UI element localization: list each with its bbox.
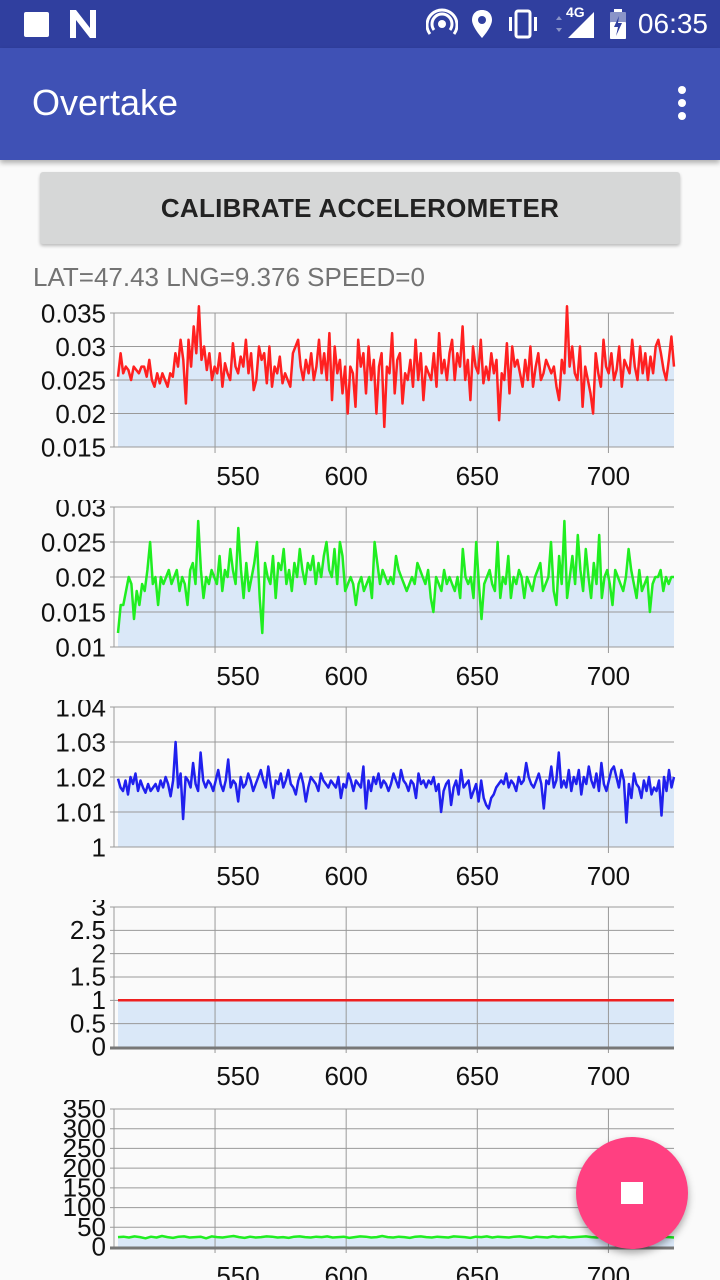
x-tick-label: 650 xyxy=(456,1061,499,1091)
y-tick-label: 0.025 xyxy=(41,365,106,395)
x-tick-label: 650 xyxy=(456,861,499,891)
y-tick-label: 0.02 xyxy=(55,562,106,592)
chart-svg: 1.04 1.03 1.02 1.01 1 550 600 650 700 xyxy=(55,700,676,891)
series-line xyxy=(117,1233,675,1240)
x-tick-label: 550 xyxy=(216,861,259,891)
clock: 06:35 xyxy=(637,8,708,39)
overflow-menu-icon[interactable] xyxy=(674,86,690,126)
x-tick-label: 700 xyxy=(587,1061,630,1091)
chart-svg: 0.035 0.030.025 0.020.015 550 600 650 700 xyxy=(41,300,676,491)
y-tick-label: 0 xyxy=(92,1032,106,1062)
x-tick-label: 600 xyxy=(324,461,367,491)
y-tick-label: 1 xyxy=(92,985,106,1015)
calibrate-accelerometer-button[interactable]: CALIBRATE ACCELEROMETER xyxy=(40,172,680,244)
y-tick-label: 0 xyxy=(92,1232,106,1262)
y-tick-label: 0.015 xyxy=(41,597,106,627)
battery-icon xyxy=(610,9,626,39)
n-notification-icon xyxy=(70,10,96,38)
y-tick-label: 1.5 xyxy=(70,962,106,992)
location-icon xyxy=(472,10,492,38)
y-tick-label: 0.01 xyxy=(55,632,106,662)
y-tick-label: 3 xyxy=(92,900,106,922)
y-tick-label: 0.035 xyxy=(41,300,106,328)
chart-svg: 32.521.510.50 550 600 650 700 xyxy=(70,900,674,1091)
x-tick-label: 700 xyxy=(587,661,630,691)
x-tick-label: 700 xyxy=(587,1261,630,1280)
y-tick-label: 0.02 xyxy=(55,399,106,429)
app-title: Overtake xyxy=(32,82,179,123)
x-tick-label: 600 xyxy=(324,861,367,891)
y-tick-label: 0.03 xyxy=(55,332,106,362)
y-tick-label: 0.03 xyxy=(55,500,106,522)
y-tick-label: 300 xyxy=(63,1113,106,1143)
chart-svg: 0.03 0.025 0.02 0.015 0.01 550 600 650 700 xyxy=(41,500,674,691)
y-tick-label: 100 xyxy=(63,1192,106,1222)
graph-accel-x: 0.035 0.03 0.025 0.02 0.015 550 600 650 700 xyxy=(0,300,720,500)
app-bar: Overtake xyxy=(0,48,720,160)
graph-ratio: 3 2.5 2 1.5 1 0.5 0 550 600 650 700 xyxy=(0,900,720,1100)
y-tick-label: 150 xyxy=(63,1172,106,1202)
stop-icon xyxy=(621,1182,643,1204)
x-tick-label: 700 xyxy=(587,461,630,491)
series-area xyxy=(118,742,674,847)
y-tick-label: 1.02 xyxy=(55,762,106,792)
y-tick-label: 0.025 xyxy=(41,527,106,557)
y-tick-label: 350 xyxy=(63,1100,106,1124)
series-line xyxy=(116,305,676,429)
network-type-label: 4G xyxy=(566,4,585,20)
x-tick-label: 550 xyxy=(216,1261,259,1280)
x-tick-label: 700 xyxy=(587,861,630,891)
x-tick-label: 650 xyxy=(456,461,499,491)
signal-icon: 4G xyxy=(552,4,596,40)
y-tick-label: 2 xyxy=(92,938,106,968)
graph-distance: 350 300 250 200 150 100 50 0 550 600 650 700 xyxy=(0,1100,720,1280)
graph-accel-y: 0.03 0.025 0.02 0.015 0.01 550 600 650 700 xyxy=(0,500,720,700)
x-tick-label: 600 xyxy=(324,661,367,691)
y-tick-label: 50 xyxy=(77,1212,106,1242)
x-tick-label: 650 xyxy=(456,661,499,691)
y-tick-label: 2.5 xyxy=(70,915,106,945)
x-tick-label: 550 xyxy=(216,661,259,691)
x-tick-label: 550 xyxy=(216,1061,259,1091)
y-tick-label: 1.04 xyxy=(55,700,106,722)
stop-fab[interactable] xyxy=(576,1137,688,1249)
y-tick-label: 1.03 xyxy=(55,727,106,757)
y-tick-label: 1.01 xyxy=(55,797,106,827)
stop-square-icon xyxy=(24,12,49,37)
x-tick-label: 600 xyxy=(324,1261,367,1280)
y-tick-label: 0.015 xyxy=(41,432,106,462)
series-line xyxy=(116,740,676,824)
y-tick-label: 200 xyxy=(63,1153,106,1183)
vibrate-icon xyxy=(509,9,537,39)
y-tick-label: 0.5 xyxy=(70,1008,106,1038)
location-info: LAT=47.43 LNG=9.376 SPEED=0 xyxy=(33,262,425,292)
graph-accel-z: 1.04 1.03 1.02 1.01 1 550 600 650 700 xyxy=(0,700,720,900)
status-bar: 4G 06:35 xyxy=(0,0,720,48)
series-area xyxy=(118,306,674,447)
y-tick-label: 250 xyxy=(63,1133,106,1163)
hotspot-icon xyxy=(426,8,458,35)
series-line xyxy=(116,519,674,635)
x-tick-label: 650 xyxy=(456,1261,499,1280)
x-tick-label: 550 xyxy=(216,461,259,491)
y-tick-label: 1 xyxy=(92,832,106,862)
x-tick-label: 600 xyxy=(324,1061,367,1091)
